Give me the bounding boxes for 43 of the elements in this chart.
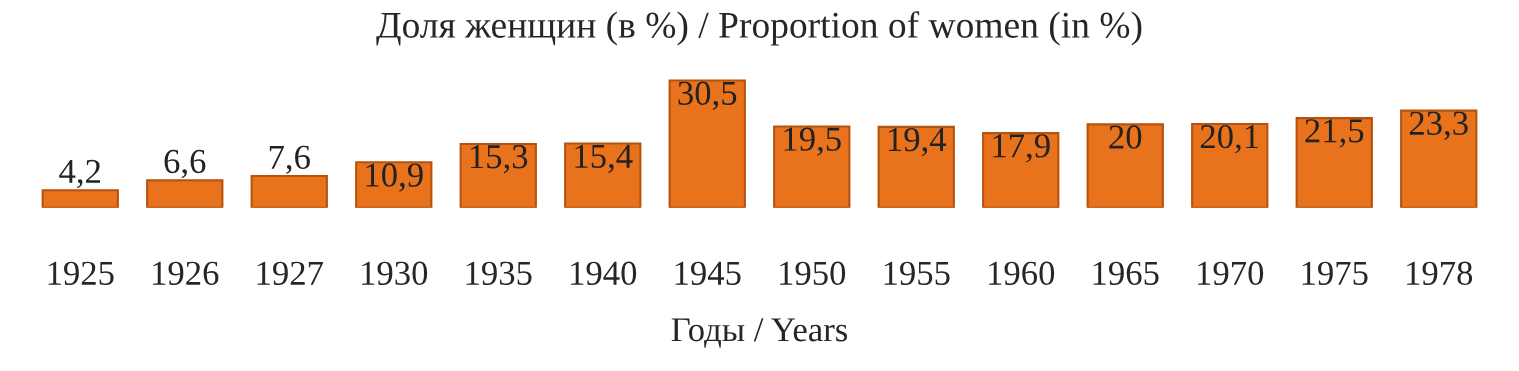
x-tick-label: 1925 [48, 261, 114, 285]
x-axis-title: Годы / Years [671, 318, 848, 348]
x-tick-label: 1970 [1198, 261, 1264, 285]
data-label: 15,4 [575, 144, 633, 173]
bar [1191, 122, 1269, 208]
bar [146, 179, 224, 208]
bar [459, 142, 537, 208]
bar [982, 132, 1060, 208]
data-label: 19,4 [888, 127, 947, 157]
bar [877, 125, 955, 208]
data-label: 4,2 [59, 159, 101, 189]
x-tick-label: 1950 [780, 261, 846, 285]
bar [1295, 117, 1373, 208]
bar [1086, 123, 1164, 208]
chart-title: Доля женщин (в %) / Proportion of women (in %) [376, 11, 1142, 46]
data-label: 7,6 [269, 145, 310, 175]
data-label: 17,9 [993, 134, 1050, 163]
x-tick-label: 1926 [153, 261, 219, 285]
x-tick-label: 1930 [362, 261, 428, 285]
data-label: 30,5 [678, 81, 737, 110]
data-label: 10,9 [366, 163, 423, 192]
x-tick-label: 1965 [1093, 261, 1159, 285]
bar [773, 125, 851, 208]
x-tick-label: 1935 [466, 261, 532, 285]
x-tick-label: 1975 [1302, 261, 1368, 285]
x-tick-label: 1955 [884, 261, 950, 285]
bar [1400, 109, 1478, 208]
data-label: 6,6 [164, 149, 206, 179]
data-label: 21,5 [1305, 119, 1364, 148]
x-tick-label: 1960 [989, 261, 1055, 285]
bar [668, 79, 746, 208]
bar [564, 142, 642, 208]
x-tick-label: 1978 [1407, 261, 1473, 285]
x-tick-label: 1945 [675, 261, 741, 285]
x-tick-label: 1927 [257, 261, 323, 285]
data-label: 23,3 [1409, 111, 1468, 141]
data-label: 19,5 [784, 127, 841, 156]
data-label: 20,1 [1200, 124, 1259, 154]
x-tick-label: 1940 [571, 261, 637, 285]
data-label: 20 [1109, 125, 1142, 149]
bar [250, 175, 328, 208]
bar [41, 189, 119, 208]
data-label: 15,3 [470, 145, 528, 174]
